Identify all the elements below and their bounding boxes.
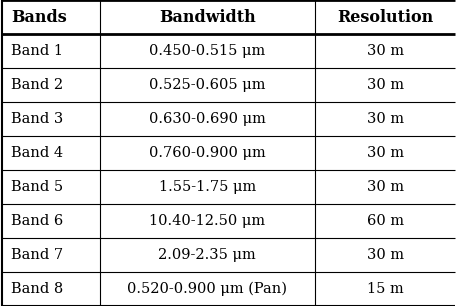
Text: Band 8: Band 8 (11, 282, 63, 296)
Text: 0.630-0.690 μm: 0.630-0.690 μm (149, 112, 266, 126)
Text: 10.40-12.50 μm: 10.40-12.50 μm (149, 214, 265, 228)
Text: Band 5: Band 5 (11, 180, 63, 194)
Text: 1.55-1.75 μm: 1.55-1.75 μm (159, 180, 256, 194)
Text: Bands: Bands (11, 9, 67, 25)
Text: 30 m: 30 m (366, 112, 404, 126)
Text: Bandwidth: Bandwidth (159, 9, 256, 25)
Text: Band 3: Band 3 (11, 112, 63, 126)
Text: 0.450-0.515 μm: 0.450-0.515 μm (149, 44, 265, 58)
Text: Band 1: Band 1 (11, 44, 63, 58)
Text: 30 m: 30 m (366, 78, 404, 92)
Text: Band 6: Band 6 (11, 214, 63, 228)
Text: Band 2: Band 2 (11, 78, 63, 92)
Text: 30 m: 30 m (366, 146, 404, 160)
Text: 15 m: 15 m (367, 282, 403, 296)
Text: 30 m: 30 m (366, 248, 404, 262)
Text: 0.520-0.900 μm (Pan): 0.520-0.900 μm (Pan) (128, 282, 287, 296)
Text: Band 7: Band 7 (11, 248, 63, 262)
Text: 2.09-2.35 μm: 2.09-2.35 μm (158, 248, 256, 262)
Text: 30 m: 30 m (366, 180, 404, 194)
Text: Band 4: Band 4 (11, 146, 63, 160)
Text: Resolution: Resolution (337, 9, 433, 25)
Text: 30 m: 30 m (366, 44, 404, 58)
Text: 0.525-0.605 μm: 0.525-0.605 μm (149, 78, 265, 92)
Text: 60 m: 60 m (366, 214, 404, 228)
Text: 0.760-0.900 μm: 0.760-0.900 μm (149, 146, 266, 160)
